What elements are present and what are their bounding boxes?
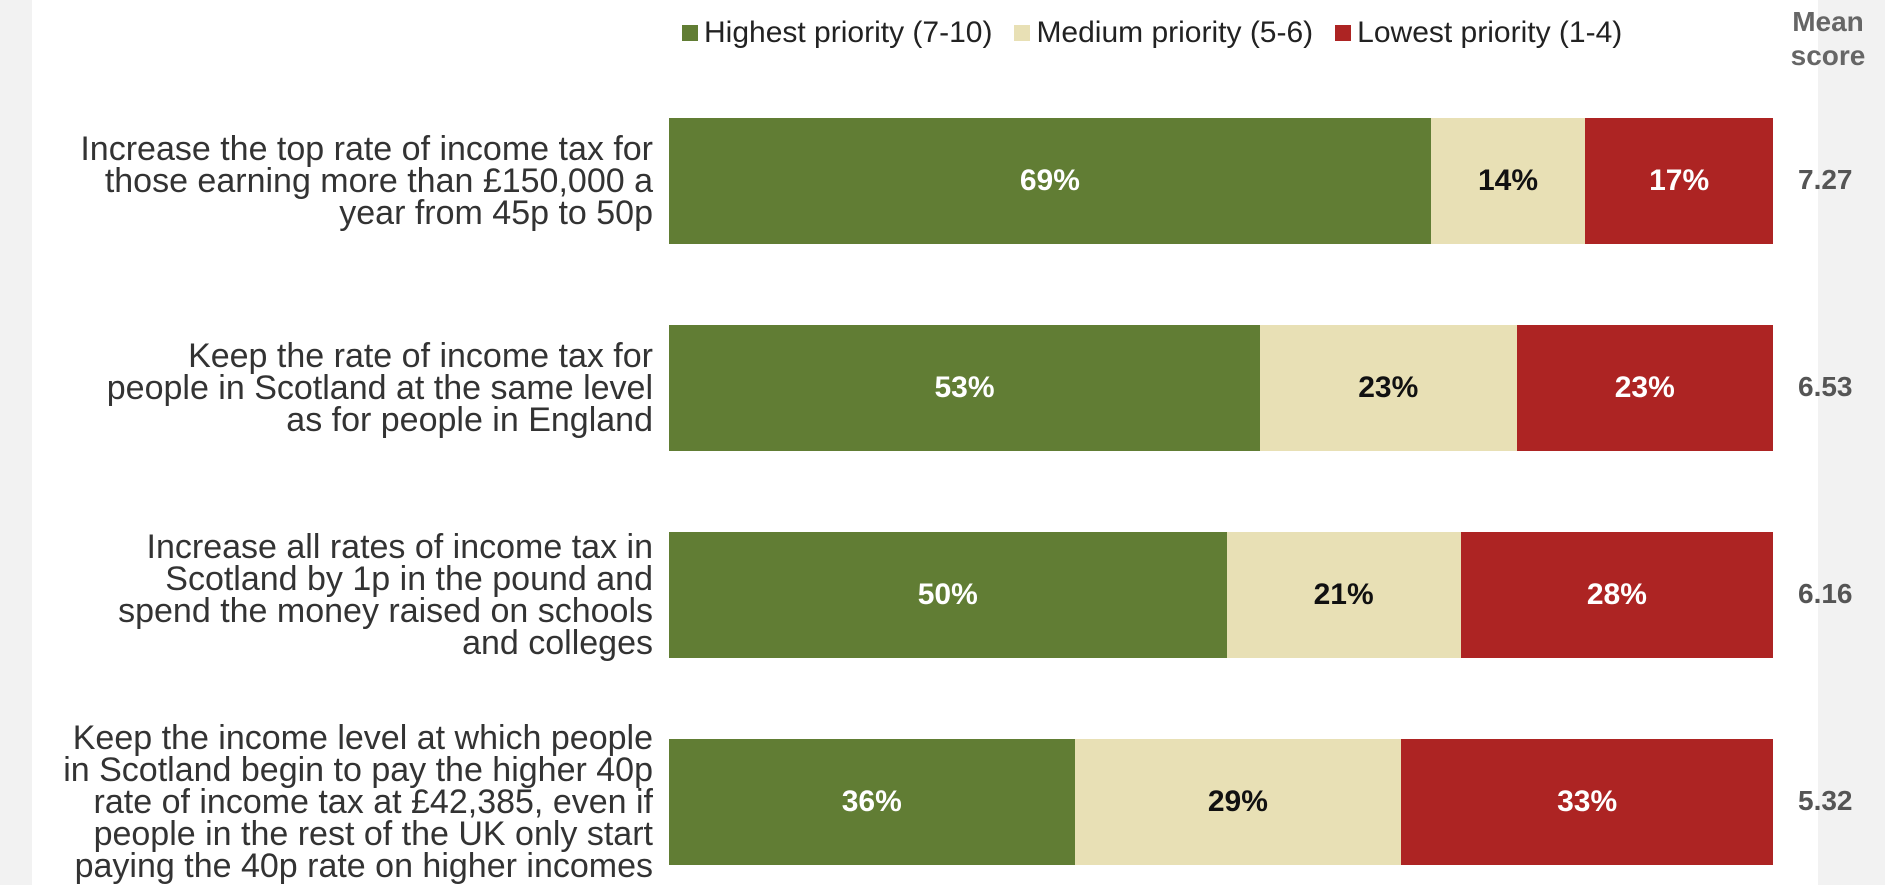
data-label: 53% bbox=[934, 371, 994, 405]
data-label: 50% bbox=[918, 578, 978, 612]
bar-row: 53% 23% 23% bbox=[669, 325, 1773, 451]
data-label: 36% bbox=[842, 785, 902, 819]
legend-label-medium: Medium priority (5-6) bbox=[1036, 16, 1313, 50]
bar-segment-lowest: 17% bbox=[1585, 118, 1773, 244]
legend-item-medium: Medium priority (5-6) bbox=[1014, 16, 1313, 50]
data-label: 29% bbox=[1208, 785, 1268, 819]
bar-segment-highest: 50% bbox=[669, 532, 1227, 658]
legend-swatch-lowest bbox=[1335, 25, 1351, 41]
mean-score-header: Mean score bbox=[1768, 5, 1885, 73]
category-label: Increase all rates of income tax in Scot… bbox=[0, 531, 653, 659]
data-label: 69% bbox=[1020, 164, 1080, 198]
legend-item-lowest: Lowest priority (1-4) bbox=[1335, 16, 1622, 50]
bar-segment-lowest: 33% bbox=[1401, 739, 1773, 865]
category-label: Keep the rate of income tax for people i… bbox=[0, 340, 653, 436]
data-label: 21% bbox=[1314, 578, 1374, 612]
bar-row: 50% 21% 28% bbox=[669, 532, 1773, 658]
category-label: Increase the top rate of income tax for … bbox=[0, 133, 653, 229]
data-label: 14% bbox=[1478, 164, 1538, 198]
bar-segment-highest: 53% bbox=[669, 325, 1260, 451]
category-label: Keep the income level at which people in… bbox=[0, 722, 653, 882]
right-margin-strip bbox=[1818, 0, 1885, 885]
chart-legend: Highest priority (7-10) Medium priority … bbox=[682, 16, 1644, 50]
legend-swatch-highest bbox=[682, 25, 698, 41]
mean-score-value: 5.32 bbox=[1798, 785, 1853, 817]
data-label: 28% bbox=[1587, 578, 1647, 612]
data-label: 23% bbox=[1615, 371, 1675, 405]
bar-row: 36% 29% 33% bbox=[669, 739, 1773, 865]
bar-segment-highest: 69% bbox=[669, 118, 1431, 244]
bar-segment-medium: 21% bbox=[1227, 532, 1461, 658]
mean-score-value: 7.27 bbox=[1798, 164, 1853, 196]
legend-swatch-medium bbox=[1014, 25, 1030, 41]
legend-item-highest: Highest priority (7-10) bbox=[682, 16, 992, 50]
bar-segment-medium: 23% bbox=[1260, 325, 1516, 451]
bar-segment-medium: 14% bbox=[1431, 118, 1586, 244]
bar-segment-medium: 29% bbox=[1075, 739, 1402, 865]
legend-label-lowest: Lowest priority (1-4) bbox=[1357, 16, 1622, 50]
bar-segment-highest: 36% bbox=[669, 739, 1075, 865]
bar-row: 69% 14% 17% bbox=[669, 118, 1773, 244]
bar-segment-lowest: 23% bbox=[1517, 325, 1773, 451]
data-label: 17% bbox=[1649, 164, 1709, 198]
legend-label-highest: Highest priority (7-10) bbox=[704, 16, 992, 50]
mean-score-value: 6.53 bbox=[1798, 371, 1853, 403]
data-label: 33% bbox=[1557, 785, 1617, 819]
bar-segment-lowest: 28% bbox=[1461, 532, 1773, 658]
mean-score-value: 6.16 bbox=[1798, 578, 1853, 610]
data-label: 23% bbox=[1358, 371, 1418, 405]
